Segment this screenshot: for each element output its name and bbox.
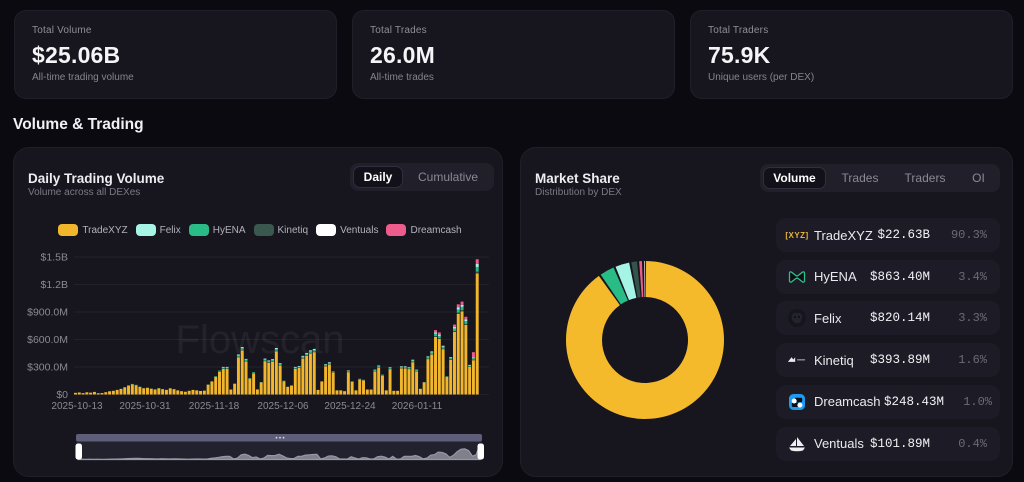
svg-text:2025-12-06: 2025-12-06 [257, 401, 309, 412]
svg-text:$1.5B: $1.5B [41, 252, 68, 264]
svg-text:2025-10-13: 2025-10-13 [51, 401, 103, 412]
svg-text:$0: $0 [56, 389, 68, 401]
svg-text:2026-01-11: 2026-01-11 [392, 401, 443, 412]
svg-text:2025-12-24: 2025-12-24 [324, 401, 376, 412]
svg-text:$1.2B: $1.2B [41, 279, 68, 291]
svg-text:2025-11-18: 2025-11-18 [189, 401, 240, 412]
svg-text:$300.0M: $300.0M [27, 362, 68, 374]
svg-text:2025-10-31: 2025-10-31 [119, 401, 171, 412]
svg-text:$600.0M: $600.0M [27, 334, 68, 346]
svg-text:Flowscan: Flowscan [176, 318, 345, 362]
svg-text:$900.0M: $900.0M [27, 307, 68, 319]
